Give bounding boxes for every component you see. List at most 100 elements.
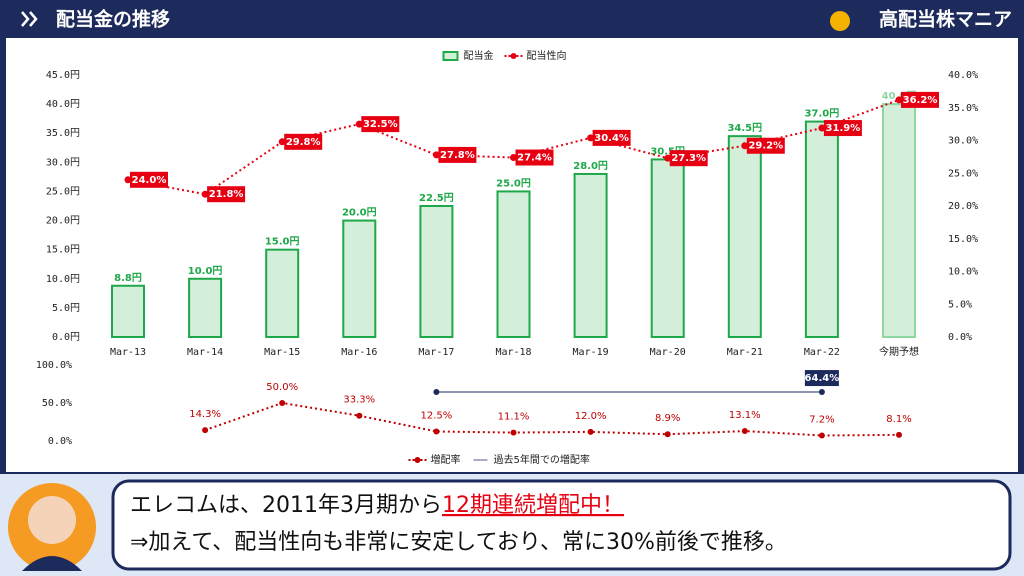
line-marker (510, 429, 517, 436)
y-tick-label: 0.0円 (52, 332, 80, 343)
bar (188, 277, 223, 338)
line-marker (818, 389, 825, 396)
y-tick-label: 10.0円 (46, 274, 80, 285)
legend-label: 配当性向 (527, 49, 567, 62)
x-tick-label: Mar-20 (650, 347, 686, 358)
line-value-label: 32.5% (363, 119, 398, 130)
avatar-face (28, 496, 76, 544)
bar (111, 284, 145, 338)
x-tick-label: Mar-18 (495, 347, 531, 358)
x-tick-label: Mar-13 (110, 347, 146, 358)
line-marker (278, 138, 286, 146)
line-marker (432, 151, 440, 159)
legend-label: 配当金 (464, 49, 494, 62)
value-label-box (438, 146, 477, 163)
y-tick-label: 5.0円 (52, 303, 80, 314)
line-marker (664, 154, 672, 162)
y2-tick-label: 40.0% (948, 70, 978, 81)
line-marker (355, 120, 363, 128)
x-tick-label: Mar-22 (804, 347, 840, 358)
chevron-icon (21, 11, 38, 27)
x-tick-label: Mar-15 (264, 347, 300, 358)
line-value-label: 24.0% (132, 175, 167, 186)
bar-value-label: 20.0円 (342, 207, 377, 219)
value-label-box (592, 129, 631, 146)
x-tick-label: Mar-14 (187, 347, 223, 358)
line-marker (201, 190, 209, 198)
x-tick-label: Mar-19 (573, 347, 609, 358)
bar (419, 205, 454, 338)
line-marker (587, 134, 595, 142)
bar (342, 219, 377, 338)
y-tick-label: 20.0円 (46, 216, 80, 227)
y2-tick-label: 5.0% (948, 299, 972, 310)
y-tick-label: 25.0円 (46, 186, 80, 197)
y2-tick-label: 20.0% (948, 201, 978, 212)
bar-value-label: 22.5円 (419, 192, 454, 204)
line-marker (279, 400, 286, 406)
y-tick-label: 100.0% (36, 360, 72, 371)
value-label-box (669, 150, 708, 167)
value-label-box (207, 186, 246, 203)
message-line: エレコムは、2011年3月期から12期連続増配中！ (130, 493, 624, 518)
charts: 0.0円 5.0円 10.0円 15.0円 20.0円 25.0円 30.0円 35.0円 40… (36, 49, 978, 466)
value-label-box (515, 149, 554, 166)
header-title: 配当金の推移 (56, 8, 170, 31)
bar (727, 135, 762, 338)
y-tick-label: 15.0円 (46, 245, 80, 256)
y2-tick-label: 15.0% (948, 234, 978, 245)
value-label-box (361, 116, 400, 133)
message-highlight: 12期連続増配中！ (442, 493, 624, 518)
value-label-box (823, 120, 862, 137)
y2-tick-label: 30.0% (948, 136, 978, 147)
bar (804, 120, 839, 338)
line-value-label: 12.5% (421, 411, 453, 422)
bar-value-label: 28.0円 (573, 160, 608, 172)
line-marker (895, 96, 903, 104)
y-tick-label: 40.0円 (46, 99, 80, 110)
legend-swatch (442, 51, 459, 61)
value-label-box (746, 137, 785, 154)
y2-tick-label: 25.0% (948, 168, 978, 179)
bar (650, 158, 685, 338)
money-icon (830, 11, 850, 31)
line-value-label: 29.8% (286, 137, 321, 148)
legend-swatch (414, 457, 421, 463)
line-value-label: 36.2% (903, 95, 938, 106)
logo: 高配当株マニア (879, 8, 1012, 31)
avatar-suit (22, 556, 82, 571)
line-marker (587, 428, 594, 435)
value-label-box (901, 91, 939, 108)
line-marker (510, 154, 517, 162)
legend-swatch (510, 53, 517, 59)
y-tick-label: 0.0% (48, 436, 72, 447)
line-marker (741, 428, 748, 435)
line-value-label: 33.3% (343, 395, 375, 406)
value-label-box (130, 171, 168, 188)
x-tick-label: Mar-17 (418, 347, 454, 358)
bar (882, 103, 916, 338)
line-marker (433, 389, 440, 396)
line-value-label: 14.3% (189, 409, 221, 420)
line-marker (202, 427, 209, 434)
y2-tick-label: 35.0% (948, 103, 978, 114)
line-value-label: 31.9% (826, 123, 861, 134)
line-value-label: 8.1% (886, 414, 911, 425)
line-marker (818, 124, 826, 132)
line-value-label: 13.1% (729, 410, 761, 421)
line-value-label: 12.0% (575, 411, 607, 422)
bar (573, 172, 608, 338)
line-value-label: 27.8% (440, 150, 475, 161)
line-value-label: 7.2% (809, 415, 834, 426)
bar (496, 190, 531, 338)
line-value-label: 11.1% (498, 412, 530, 423)
value-label-box (284, 133, 323, 150)
y-tick-label: 50.0% (42, 398, 72, 409)
bar-value-label: 8.8円 (114, 272, 142, 284)
legend-label: 過去5年間での増配率 (494, 453, 590, 466)
bar-value-label: 15.0円 (265, 236, 300, 248)
line-value-label: 30.4% (594, 133, 629, 144)
line-value-label: 8.9% (655, 413, 680, 424)
x-tick-label: 今期予想 (879, 345, 919, 358)
